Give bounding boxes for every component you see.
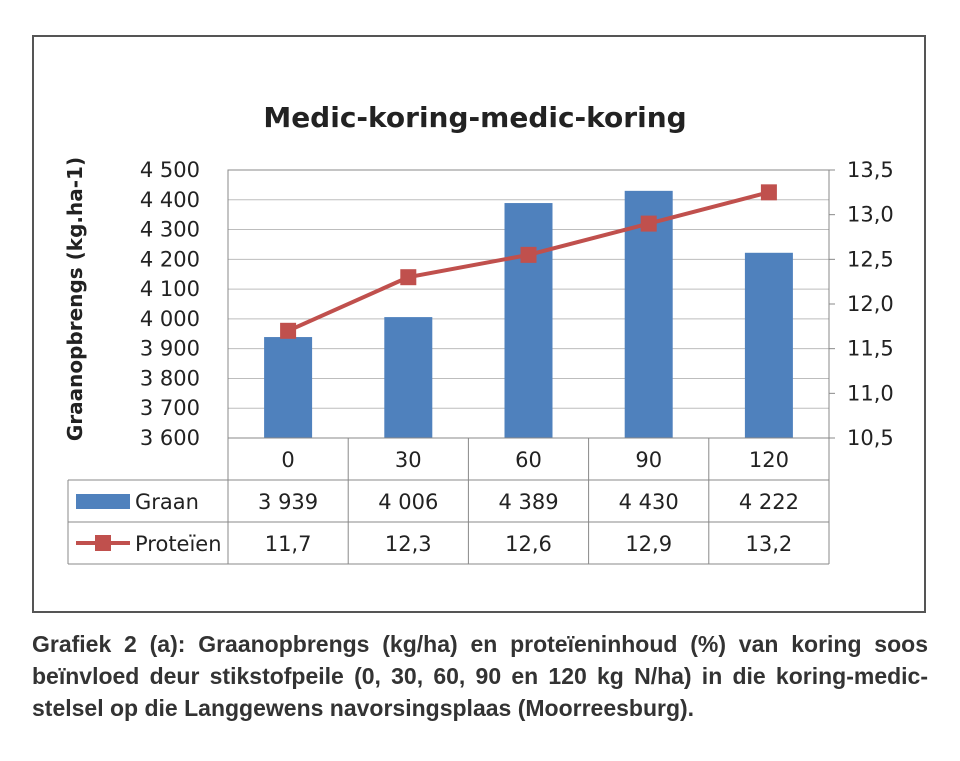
protein-marker-30 [400, 269, 417, 286]
y-tick-label: 4 200 [140, 247, 200, 271]
chart: Medic-koring-medic-koring Graanopbrengs … [63, 101, 894, 565]
y-tick-label: 3 900 [140, 337, 200, 361]
y-tick-label: 4 500 [140, 158, 200, 182]
x-tick-label: 30 [395, 448, 422, 472]
legend-label-graan: Graan [135, 490, 199, 514]
y2-tick-label: 12,0 [847, 292, 894, 316]
protein-line [280, 184, 777, 339]
x-tick-label: 90 [635, 448, 662, 472]
data-label-proteien: 12,9 [625, 532, 672, 556]
y-tick-label: 4 000 [140, 307, 200, 331]
y-tick-label: 3 800 [140, 366, 200, 390]
plot-area-border [227, 169, 830, 439]
y2-tick-label: 11,5 [847, 337, 894, 361]
data-label-graan: 3 939 [258, 490, 318, 514]
y-axis-label: Graanopbrengs (kg.ha-1) [63, 157, 87, 441]
protein-marker-60 [520, 246, 537, 263]
legend-key-graan [76, 494, 130, 509]
chart-frame: Medic-koring-medic-koring Graanopbrengs … [32, 35, 926, 613]
y2-tick-label: 13,0 [847, 203, 894, 227]
y-tick-label: 3 700 [140, 396, 200, 420]
data-label-graan: 4 222 [739, 490, 799, 514]
protein-marker-90 [640, 215, 657, 232]
y2-tick-label: 13,5 [847, 158, 894, 182]
bar-90 [624, 190, 673, 438]
protein-marker-0 [280, 322, 297, 339]
bar-60 [504, 203, 553, 438]
legend-key-proteien-marker [95, 535, 111, 551]
y2-tick-label: 11,0 [847, 381, 894, 405]
data-label-graan: 4 430 [619, 490, 679, 514]
bar-30 [384, 317, 433, 438]
bar-0 [264, 337, 313, 438]
axes: 4 500 4 400 4 300 4 200 4 100 4 000 3 900 3 800… [140, 158, 894, 450]
data-label-graan: 4 006 [378, 490, 438, 514]
bars [264, 190, 793, 438]
data-label-proteien: 13,2 [746, 532, 793, 556]
y-tick-label: 3 600 [140, 426, 200, 450]
protein-marker-120 [760, 184, 777, 201]
data-label-proteien: 12,6 [505, 532, 552, 556]
data-label-graan: 4 389 [498, 490, 558, 514]
y-tick-label: 4 100 [140, 277, 200, 301]
x-tick-label: 60 [515, 448, 542, 472]
y2-tick-label: 12,5 [847, 247, 894, 271]
chart-title: Medic-koring-medic-koring [263, 101, 686, 134]
x-tick-label: 0 [281, 448, 294, 472]
data-label-proteien: 12,3 [385, 532, 432, 556]
y-tick-label: 4 400 [140, 188, 200, 212]
y2-tick-label: 10,5 [847, 426, 894, 450]
figure-caption: Grafiek 2 (a): Graanopbrengs (kg/ha) en … [32, 631, 928, 721]
data-label-proteien: 11,7 [265, 532, 312, 556]
legend-label-proteien: Proteïen [135, 532, 222, 556]
data-table: 0 30 60 90 120 Graan Proteïen 3 939 4 006 4 389 4 … [67, 438, 830, 565]
bar-120 [744, 252, 793, 438]
x-tick-label: 120 [749, 448, 789, 472]
y-tick-label: 4 300 [140, 218, 200, 242]
